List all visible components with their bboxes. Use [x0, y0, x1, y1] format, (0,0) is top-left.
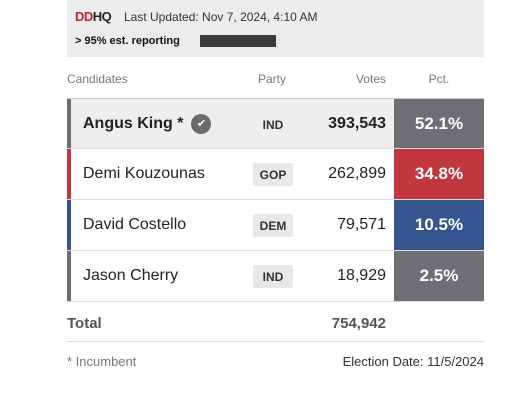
candidate-row-demi-kouzounas: Demi Kouzounas GOP 262,899 34.8% [67, 149, 484, 200]
party-color-stripe [67, 99, 71, 148]
candidate-votes: 393,543 [328, 114, 386, 132]
party-badge: IND [253, 265, 293, 288]
candidate-row-angus-king: Angus King * ✔ IND 393,543 52.1% [67, 98, 484, 149]
candidate-name: Jason Cherry [83, 267, 179, 284]
column-header-candidates: Candidates [67, 72, 128, 86]
reporting-progress-fill [200, 35, 276, 47]
total-label: Total [67, 315, 102, 332]
election-date: Election Date: 11/5/2024 [342, 354, 484, 369]
ddhq-logo: DDHQ [75, 9, 112, 24]
winner-check-icon: ✔ [191, 113, 212, 134]
party-color-stripe [67, 200, 71, 250]
total-votes: 754,942 [331, 315, 386, 332]
results-banner: DDHQ Last Updated: Nov 7, 2024, 4:10 AM … [67, 0, 484, 57]
party-badge: GOP [253, 163, 293, 186]
candidate-pct: 10.5% [394, 200, 484, 250]
reporting-text: > 95% est. reporting [75, 35, 180, 47]
reporting-progress-bar [200, 35, 280, 47]
candidate-row-david-costello: David Costello DEM 79,571 10.5% [67, 200, 484, 251]
party-badge: IND [262, 117, 284, 132]
candidate-votes: 262,899 [328, 165, 386, 182]
candidate-row-jason-cherry: Jason Cherry IND 18,929 2.5% [67, 251, 484, 302]
party-color-stripe [67, 251, 71, 301]
candidate-pct: 34.8% [394, 149, 484, 199]
column-header-pct: Pct. [428, 72, 450, 86]
column-header-party: Party [258, 72, 287, 86]
candidate-name: Angus King * ✔ [83, 99, 212, 148]
total-row: Total 754,942 [67, 302, 484, 342]
last-updated-text: Last Updated: Nov 7, 2024, 4:10 AM [124, 10, 318, 24]
party-color-stripe [67, 149, 71, 199]
candidate-name: David Costello [83, 216, 187, 233]
party-badge: DEM [253, 214, 293, 237]
candidate-pct: 2.5% [394, 251, 484, 301]
candidate-votes: 79,571 [337, 216, 386, 233]
incumbent-note: * Incumbent [67, 354, 137, 369]
column-header-votes: Votes [355, 72, 386, 86]
candidate-pct: 52.1% [394, 99, 484, 148]
candidate-votes: 18,929 [337, 267, 386, 284]
candidate-name: Demi Kouzounas [83, 165, 205, 182]
